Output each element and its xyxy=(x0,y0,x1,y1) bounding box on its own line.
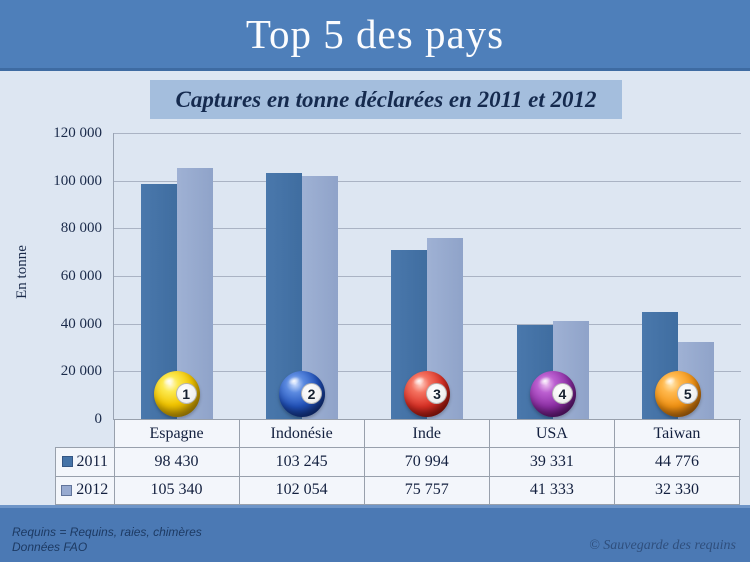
rank-ball-2: 2 xyxy=(279,371,326,417)
chart-subtitle: Captures en tonne déclarées en 2011 et 2… xyxy=(150,80,622,119)
rank-ball-3: 3 xyxy=(404,371,451,417)
slide-header: Top 5 des pays xyxy=(0,0,750,71)
legend-label: 2012 xyxy=(76,481,109,499)
value-cell: 75 757 xyxy=(363,475,490,506)
value-cell: 44 776 xyxy=(613,447,741,477)
page-title: Top 5 des pays xyxy=(245,11,505,57)
y-tick-label: 60 000 xyxy=(60,268,102,284)
value-cell: 70 994 xyxy=(363,447,490,477)
value-cell: 98 430 xyxy=(113,447,240,477)
rank-ball-number: 1 xyxy=(175,383,197,404)
table-corner-cell xyxy=(56,420,115,448)
y-tick-label: 40 000 xyxy=(60,315,102,332)
rank-ball-number: 2 xyxy=(301,383,323,404)
legend-entry: 2011 xyxy=(56,453,114,471)
table-col-header-indonésie: Indonésie xyxy=(238,418,365,449)
legend-cell-2011: 2011 xyxy=(55,447,115,477)
y-tick-label: 80 000 xyxy=(60,220,102,237)
rank-ball-1: 1 xyxy=(153,371,200,417)
y-tick-label: 100 000 xyxy=(53,172,102,189)
chart-region: Captures en tonne déclarées en 2011 et 2… xyxy=(0,71,750,506)
table-col-header-inde: Inde xyxy=(363,418,490,449)
value-cell: 105 340 xyxy=(113,475,240,506)
table-header-row: Espagne Indonésie Inde USA Taiwan xyxy=(56,418,741,449)
y-tick-label: 120 000 xyxy=(53,125,102,141)
slide-footer: Requins = Requins, raies, chimères Donné… xyxy=(0,505,750,562)
category-column-espagne: 1 xyxy=(114,133,239,419)
data-table: Espagne Indonésie Inde USA Taiwan 2011 98 430 1… xyxy=(55,418,741,506)
table-col-header-usa: USA xyxy=(488,418,615,449)
value-cell: 102 054 xyxy=(238,475,365,506)
y-tick-label: 0 xyxy=(94,411,103,427)
legend-entry: 2012 xyxy=(56,481,114,499)
table-col-header-taiwan: Taiwan xyxy=(613,418,741,449)
table-row-2012: 2012 105 340 102 054 75 757 41 333 32 330 xyxy=(55,475,741,506)
rank-ball-number: 5 xyxy=(677,383,699,404)
value-cell: 41 333 xyxy=(488,475,615,506)
footnote-definition: Requins = Requins, raies, chimères xyxy=(12,525,202,539)
plot-area: 1 2 3 4 5 xyxy=(113,133,741,420)
legend-swatch-2012 xyxy=(61,484,73,496)
value-cell: 32 330 xyxy=(613,475,741,506)
y-axis-tick-labels: 120 000 100 000 80 000 60 000 40 000 20 000 0 xyxy=(0,125,102,427)
legend-cell-2012: 2012 xyxy=(55,475,115,506)
y-tick-label: 20 000 xyxy=(60,363,102,380)
rank-ball-number: 3 xyxy=(426,383,448,404)
table-row-2011: 2011 98 430 103 245 70 994 39 331 44 776 xyxy=(55,447,741,477)
legend-label: 2011 xyxy=(76,452,108,470)
copyright-text: © Sauvegarde des requins xyxy=(589,538,736,553)
category-column-inde: 3 xyxy=(365,133,490,419)
footnotes: Requins = Requins, raies, chimères Donné… xyxy=(12,525,202,555)
footnote-source: Données FAO xyxy=(12,540,88,554)
category-column-usa: 4 xyxy=(490,133,615,419)
gridline xyxy=(114,228,741,230)
rank-ball-5: 5 xyxy=(655,371,702,417)
category-column-taiwan: 5 xyxy=(616,133,741,419)
rank-ball-4: 4 xyxy=(529,371,576,417)
category-column-indonésie: 2 xyxy=(239,133,364,419)
gridline xyxy=(114,180,741,182)
rank-ball-number: 4 xyxy=(551,383,573,404)
table-col-header-espagne: Espagne xyxy=(113,418,240,449)
value-cell: 39 331 xyxy=(488,447,615,477)
gridline xyxy=(114,133,741,134)
legend-swatch-2011 xyxy=(61,456,73,468)
value-cell: 103 245 xyxy=(238,447,365,477)
